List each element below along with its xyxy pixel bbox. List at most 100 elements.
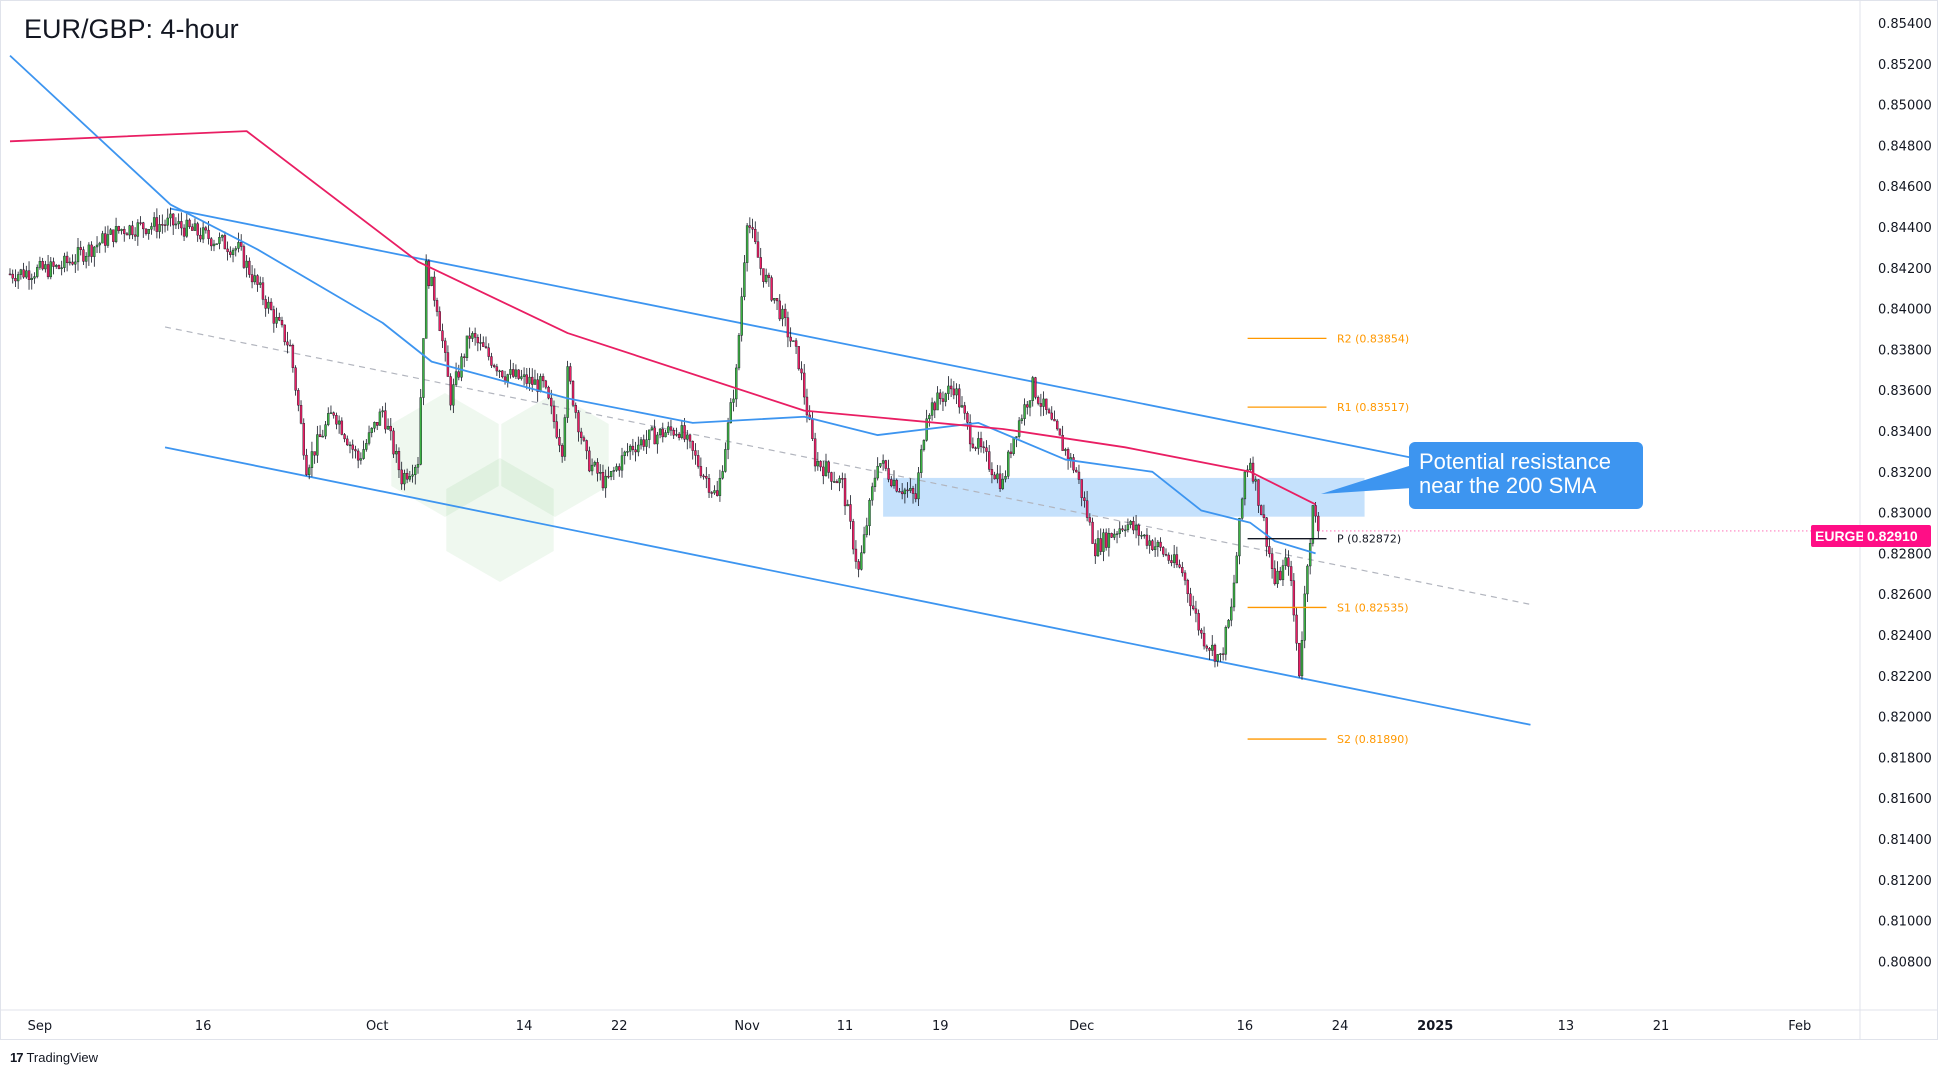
candle bbox=[8, 273, 12, 276]
candle bbox=[239, 242, 243, 247]
candle bbox=[264, 299, 267, 309]
candle bbox=[1012, 436, 1015, 454]
candle bbox=[1143, 534, 1146, 537]
candle bbox=[1042, 398, 1045, 407]
candle bbox=[1075, 469, 1078, 473]
candle bbox=[724, 449, 727, 472]
price-axis-tick: 0.85400 bbox=[1878, 17, 1932, 32]
candle bbox=[849, 504, 852, 522]
candle bbox=[278, 316, 281, 321]
price-axis-tick: 0.84800 bbox=[1878, 139, 1932, 154]
candle bbox=[947, 385, 950, 394]
candle bbox=[471, 333, 474, 339]
candle bbox=[267, 301, 270, 309]
candle bbox=[52, 261, 55, 267]
candle bbox=[400, 469, 403, 485]
candle bbox=[1110, 533, 1113, 538]
candle bbox=[1270, 553, 1274, 569]
candle bbox=[351, 444, 354, 450]
candle bbox=[1113, 533, 1116, 538]
candle bbox=[536, 379, 539, 392]
candle bbox=[495, 366, 499, 372]
candle bbox=[136, 222, 140, 237]
price-axis-tick: 0.82000 bbox=[1878, 711, 1932, 726]
candle bbox=[740, 296, 743, 336]
candle bbox=[667, 426, 670, 433]
candle bbox=[22, 269, 25, 278]
candle bbox=[979, 438, 983, 448]
candle bbox=[19, 269, 23, 275]
candle bbox=[528, 376, 531, 384]
candle bbox=[971, 443, 975, 448]
candle bbox=[237, 242, 240, 249]
candle bbox=[756, 241, 760, 258]
candle bbox=[14, 278, 17, 282]
candle bbox=[977, 438, 980, 449]
price-axis-tick: 0.82200 bbox=[1878, 670, 1932, 685]
candle bbox=[365, 443, 368, 450]
candle bbox=[1287, 557, 1290, 567]
tradingview-logo[interactable]: 17 TradingView bbox=[10, 1050, 98, 1065]
candle bbox=[792, 340, 795, 342]
candle bbox=[1219, 653, 1222, 655]
candle bbox=[65, 255, 69, 264]
candle bbox=[87, 244, 91, 257]
candle bbox=[743, 262, 746, 297]
pivot-label: S2 (0.81890) bbox=[1337, 733, 1409, 746]
candle bbox=[593, 462, 596, 466]
candle bbox=[881, 460, 885, 464]
price-axis-tick: 0.84400 bbox=[1878, 221, 1932, 236]
candle bbox=[871, 486, 874, 501]
candle bbox=[1031, 377, 1034, 401]
candle bbox=[182, 227, 186, 237]
candle bbox=[106, 234, 110, 246]
candle bbox=[1064, 449, 1067, 451]
candle bbox=[960, 405, 964, 408]
candle bbox=[813, 438, 817, 467]
candle bbox=[1311, 505, 1315, 544]
candle bbox=[169, 213, 172, 219]
candle bbox=[1118, 528, 1121, 534]
candle bbox=[1034, 377, 1037, 398]
candle bbox=[544, 380, 548, 388]
candle bbox=[354, 449, 357, 452]
candle bbox=[1055, 420, 1059, 430]
candle bbox=[541, 376, 545, 382]
candle bbox=[305, 454, 308, 475]
candle bbox=[63, 255, 66, 268]
candle bbox=[155, 217, 159, 232]
candle bbox=[90, 244, 93, 257]
candle bbox=[560, 445, 564, 457]
candle bbox=[427, 260, 431, 287]
candle bbox=[376, 421, 379, 426]
candle bbox=[786, 317, 790, 338]
candle bbox=[1159, 541, 1162, 548]
candle bbox=[36, 267, 39, 277]
callout-line-2: near the 200 SMA bbox=[1419, 473, 1597, 498]
annotation-callout: Potential resistance near the 200 SMA bbox=[1409, 442, 1643, 509]
time-axis-tick: 22 bbox=[611, 1019, 628, 1034]
candle bbox=[144, 228, 148, 234]
candle bbox=[207, 229, 210, 239]
candle bbox=[348, 444, 352, 447]
candle bbox=[1298, 642, 1301, 677]
candle bbox=[917, 472, 920, 500]
candle bbox=[903, 489, 907, 495]
candle bbox=[446, 352, 450, 377]
candle bbox=[830, 472, 833, 482]
time-axis-tick: 16 bbox=[1237, 1019, 1254, 1034]
price-axis-tick: 0.82800 bbox=[1878, 547, 1932, 562]
pivot-label: S1 (0.82535) bbox=[1337, 601, 1409, 614]
candle bbox=[1303, 593, 1306, 641]
candle bbox=[680, 425, 684, 438]
candle bbox=[1001, 478, 1004, 489]
price-axis-tick: 0.81600 bbox=[1878, 792, 1932, 807]
candle bbox=[112, 229, 115, 242]
candle bbox=[648, 429, 651, 440]
candle bbox=[392, 430, 395, 455]
candle bbox=[125, 233, 129, 236]
candle bbox=[588, 450, 591, 472]
candle bbox=[1099, 538, 1102, 552]
candle bbox=[1232, 582, 1236, 608]
